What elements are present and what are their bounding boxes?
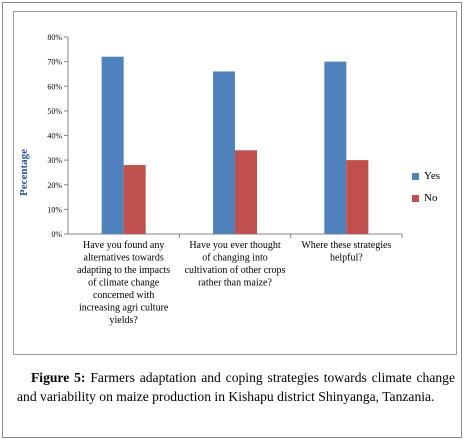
y-tick-label: 10%	[47, 205, 62, 214]
y-axis-label: Pecentage	[18, 148, 30, 196]
y-tick-label: 80%	[47, 33, 62, 42]
legend-label-yes: Yes	[424, 170, 441, 182]
category-label-line: of climate change	[88, 278, 160, 289]
category-label-line: Have you ever thought	[189, 240, 281, 251]
caption-label: Figure 5:	[31, 370, 86, 385]
caption-text: Farmers adaptation and coping strategies…	[17, 370, 455, 404]
y-tick-label: 20%	[47, 181, 62, 190]
legend-swatch-yes	[412, 172, 419, 180]
legend-label-no: No	[424, 192, 438, 204]
y-tick-label: 70%	[47, 58, 62, 67]
category-label-line: Where these strategies	[301, 240, 391, 251]
category-label-line: rather than maize?	[198, 278, 272, 289]
category-label-line: Have you found any	[83, 240, 164, 251]
category-label-line: alternatives towards	[84, 253, 164, 264]
figure-frame: 0% 10% 20% 30% 40% 50% 60% 70% 80% Have you found…	[2, 2, 462, 438]
category-label-line: adapting to the impacts	[77, 265, 170, 276]
bar-yes-2	[213, 71, 235, 234]
chart-area: 0% 10% 20% 30% 40% 50% 60% 70% 80% Have you found…	[13, 11, 457, 355]
y-tick-label: 40%	[47, 132, 62, 141]
bar-yes-3	[324, 61, 347, 234]
y-tick-label: 60%	[47, 82, 62, 91]
y-tick-label: 30%	[47, 156, 62, 165]
bar-yes-1	[101, 56, 124, 235]
y-tick-label: 0%	[51, 230, 62, 239]
figure-caption: Figure 5: Farmers adaptation and coping …	[17, 368, 455, 406]
legend-swatch-no	[412, 194, 419, 202]
bar-no-1	[123, 165, 146, 234]
bar-no-3	[346, 160, 369, 234]
category-label-line: helpful?	[330, 253, 363, 264]
legend: Yes No	[412, 170, 440, 214]
bar-chart: 0% 10% 20% 30% 40% 50% 60% 70% 80% Have you found…	[47, 33, 403, 326]
category-label-line: increasing agri culture	[79, 303, 169, 314]
legend-item-yes: Yes	[412, 170, 440, 182]
legend-item-no: No	[412, 192, 440, 204]
y-tick-label: 50%	[47, 107, 62, 116]
category-label-line: of changing into	[202, 253, 268, 264]
category-label-line: yields?	[110, 315, 139, 326]
category-label-line: cultivation of other crops	[185, 265, 286, 276]
category-label-line: concerned with	[93, 290, 154, 301]
bar-no-2	[235, 150, 257, 234]
